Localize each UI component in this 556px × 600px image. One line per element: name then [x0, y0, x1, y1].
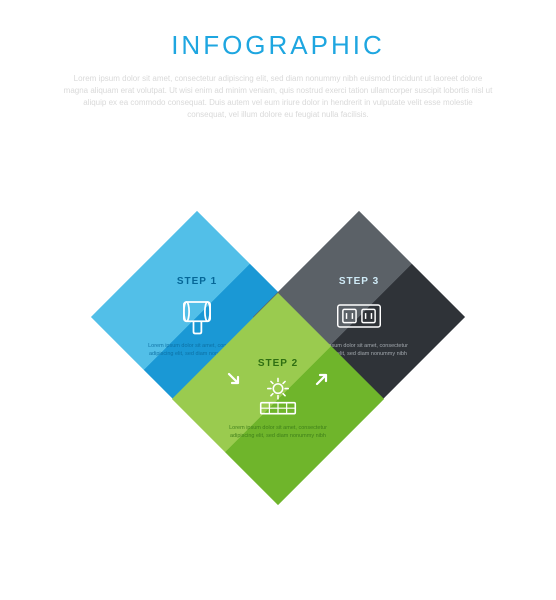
towel-roll-icon — [174, 293, 220, 339]
step-3-label: Step 3 — [339, 276, 379, 287]
page-title: Infographic — [60, 30, 496, 61]
step-1-label: Step 1 — [177, 276, 217, 287]
step-2-body: Lorem ipsum dolor sit amet, consectetur … — [217, 425, 339, 441]
step-3-body: Lorem ipsum dolor sit amet, consectetur … — [298, 343, 420, 359]
step-1-body: Lorem ipsum dolor sit amet, consectetur … — [136, 343, 258, 359]
step-diamond-1: Step 1 Lorem ipsum dolor sit amet, conse… — [91, 211, 303, 423]
arrow-up-right-icon — [313, 370, 331, 388]
step-2-label: Step 2 — [258, 358, 298, 369]
step-diamond-2: Step 2 — [172, 293, 384, 505]
arrow-down-right-icon — [225, 370, 243, 388]
header: Infographic Lorem ipsum dolor sit amet, … — [0, 0, 556, 131]
power-outlet-icon — [336, 293, 382, 339]
intro-text: Lorem ipsum dolor sit amet, consectetur … — [63, 73, 493, 121]
step-diamond-3: Step 3 Lorem ipsum dolor sit amet, conse… — [253, 211, 465, 423]
solar-panel-sun-icon — [255, 375, 301, 421]
